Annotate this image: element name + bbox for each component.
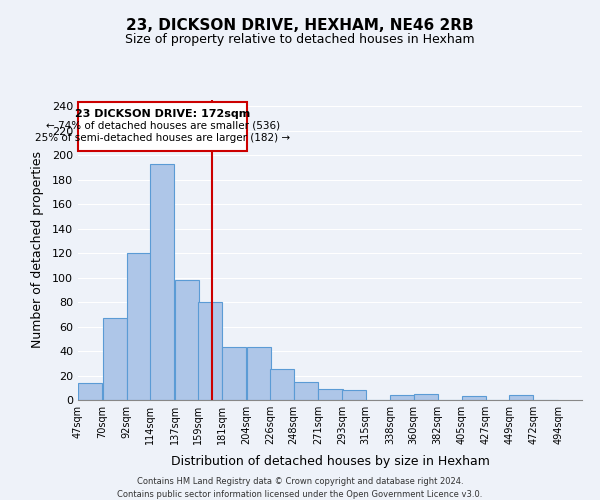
Bar — [150, 164, 174, 400]
Bar — [294, 382, 318, 400]
Bar — [175, 280, 199, 400]
Text: Contains HM Land Registry data © Crown copyright and database right 2024.: Contains HM Land Registry data © Crown c… — [137, 478, 463, 486]
Y-axis label: Number of detached properties: Number of detached properties — [31, 152, 44, 348]
Text: 25% of semi-detached houses are larger (182) →: 25% of semi-detached houses are larger (… — [35, 133, 290, 143]
Text: ← 74% of detached houses are smaller (536): ← 74% of detached houses are smaller (53… — [46, 121, 280, 131]
Bar — [127, 253, 151, 400]
Bar — [319, 389, 343, 400]
Text: Size of property relative to detached houses in Hexham: Size of property relative to detached ho… — [125, 32, 475, 46]
Bar — [270, 370, 295, 400]
Text: 23, DICKSON DRIVE, HEXHAM, NE46 2RB: 23, DICKSON DRIVE, HEXHAM, NE46 2RB — [126, 18, 474, 32]
Bar — [103, 318, 127, 400]
Bar — [391, 395, 415, 400]
Bar — [462, 396, 486, 400]
Bar — [222, 348, 246, 400]
Text: 23 DICKSON DRIVE: 172sqm: 23 DICKSON DRIVE: 172sqm — [75, 108, 250, 118]
Bar — [199, 302, 223, 400]
Text: Contains public sector information licensed under the Open Government Licence v3: Contains public sector information licen… — [118, 490, 482, 499]
Bar — [509, 395, 533, 400]
FancyBboxPatch shape — [78, 102, 247, 152]
Bar — [342, 390, 366, 400]
Bar — [414, 394, 438, 400]
X-axis label: Distribution of detached houses by size in Hexham: Distribution of detached houses by size … — [170, 456, 490, 468]
Bar — [247, 348, 271, 400]
Bar — [78, 383, 103, 400]
